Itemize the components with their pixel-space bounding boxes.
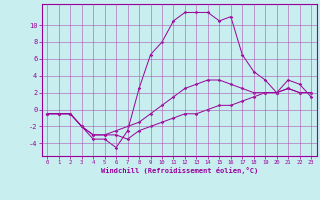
X-axis label: Windchill (Refroidissement éolien,°C): Windchill (Refroidissement éolien,°C): [100, 167, 258, 174]
